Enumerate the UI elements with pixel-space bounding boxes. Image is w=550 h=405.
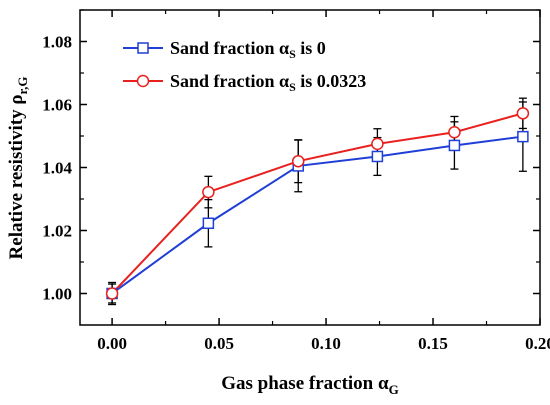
legend-label-1: Sand fraction αS is 0.0323 <box>170 71 366 94</box>
data-point-0 <box>448 139 461 152</box>
legend: Sand fraction αS is 0 Sand fraction αS is… <box>123 38 366 94</box>
data-point-0 <box>371 150 384 163</box>
data-point-1 <box>371 137 384 151</box>
y-axis-title: Relative resistivity ρr,G <box>6 77 30 260</box>
series-line-1 <box>111 112 524 295</box>
x-tick-label: 0.10 <box>311 334 341 353</box>
x-axis-title: Gas phase fraction αG <box>221 373 398 397</box>
y-tick-label: 1.08 <box>42 33 72 52</box>
legend-marker-0 <box>137 42 149 54</box>
y-tick-label: 1.02 <box>42 222 72 241</box>
y-tick-label: 1.00 <box>42 285 72 304</box>
data-point-0 <box>517 130 529 143</box>
data-point-1 <box>448 125 461 139</box>
data-point-1 <box>291 154 305 168</box>
legend-marker-1 <box>136 74 150 88</box>
x-tick-label: 0.00 <box>97 334 127 353</box>
x-tick-label: 0.15 <box>418 334 448 353</box>
data-point-1 <box>516 107 530 120</box>
data-point-1 <box>105 287 119 300</box>
x-tick-label: 0.20 <box>525 334 550 353</box>
data-point-1 <box>202 185 215 199</box>
ticks: 0.00 0.05 0.10 0.15 0.20 1.00 1.02 1.04 1.06 1.08 <box>42 9 550 353</box>
data-point-0 <box>202 217 215 230</box>
y-tick-label: 1.06 <box>42 96 72 115</box>
x-tick-label: 0.05 <box>204 334 234 353</box>
series-layer <box>105 97 530 306</box>
series-line-0 <box>111 135 524 295</box>
legend-label-0: Sand fraction αS is 0 <box>170 38 326 61</box>
y-tick-label: 1.04 <box>42 159 72 178</box>
